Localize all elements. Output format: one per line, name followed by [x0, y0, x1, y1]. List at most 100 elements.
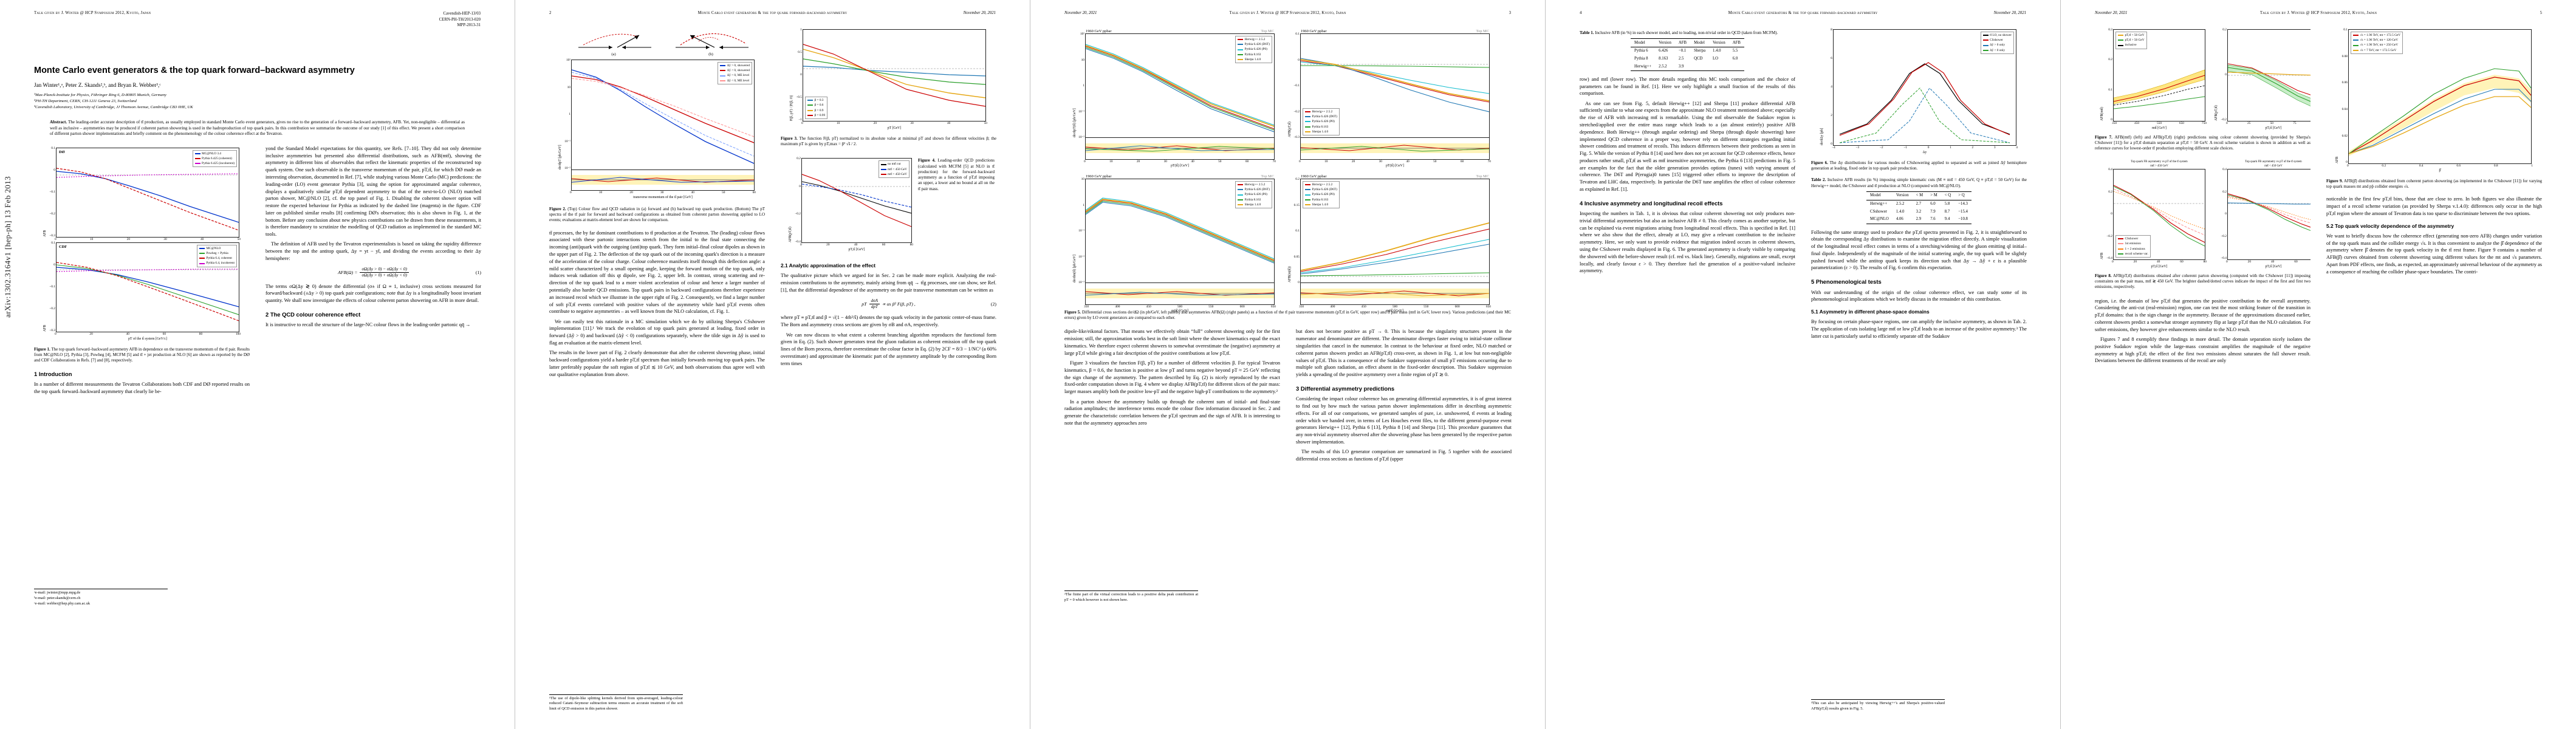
figure-8-plot-1: CSshower 1st emission 1 + 2 emissions recoi… [2100, 168, 2207, 269]
tick: 0.2 [2108, 190, 2112, 194]
tick: 0 [2111, 118, 2112, 122]
tick: −2 [1879, 146, 1883, 149]
x-axis-label: pT [GeV] [887, 126, 902, 130]
legend-label: Δỹ < 0 only [1990, 48, 2006, 52]
tick: 30 [660, 191, 664, 194]
page-5: November 20, 2021 Talk given by J. Winte… [2061, 0, 2576, 729]
header-date: November 20, 2021 [963, 11, 996, 15]
legend-label: Herwig++ 2.5.2 [1312, 109, 1333, 114]
legend-swatch [1238, 53, 1244, 55]
tick: −1 [798, 118, 802, 122]
legend-entry: √s = 1.96 TeV, mt = 172.5 GeV [2353, 33, 2400, 38]
figure-4-caption: Figure 4. Leading-order QCD predictions … [918, 153, 995, 191]
legend-swatch [1238, 49, 1244, 50]
column-header: > M [1930, 193, 1937, 198]
figure-6: tt̄ LO, no shower CSshower Δỹ > 0 only Δỹ <… [1811, 28, 2027, 171]
legend-swatch [807, 104, 813, 106]
x-axis-label: β̂ [2439, 169, 2441, 173]
tick: 20 [89, 332, 93, 336]
caption-text: The Δy distributions for various modes o… [1811, 160, 2027, 171]
legend-label: Pythia 6.4, coherent [206, 256, 232, 261]
figure-5-caption: Figure 5. Differential cross sections dσ… [1064, 310, 1511, 321]
tick: 10⁻¹ [1078, 109, 1084, 114]
x-axis-label: pT of the tt̄ system [GeV/c] [128, 337, 167, 341]
legend-entry: Sherpa 1.4.0 [1305, 202, 1337, 207]
tick: 450 [1361, 305, 1366, 309]
plot-title: 1960 GeV ppbar [1301, 29, 1327, 33]
tick: −0.1 [1293, 84, 1300, 87]
legend-entry: Δỹ < 0, ME level [720, 78, 750, 83]
footnote: ³This can also be anticipated by viewing… [1811, 701, 1945, 711]
legend-swatch [1238, 58, 1244, 60]
legend-label: Pythia 6.426 (D6T) [1244, 188, 1270, 192]
paragraph: Inspecting the numbers in Tab. 1, it is … [1580, 211, 1795, 274]
ratio-chart [1086, 143, 1274, 153]
fraction-denominator: dpT [871, 304, 878, 310]
afb-vs-pt-lowmass-chart [2228, 193, 2311, 231]
tick: 20 [1136, 160, 1140, 163]
tick: 30 [1379, 160, 1382, 163]
tick: 2 [1831, 114, 1832, 118]
tick: 60 [2294, 259, 2298, 264]
caption-label: Figure 1. [34, 346, 50, 352]
tick: 30 [1163, 160, 1167, 163]
afb-vs-pt-domain-chart [2228, 63, 2311, 106]
figure-4-legend: no mtt̄ cut mtt̄ < 450 GeV mtt̄ > 450 GeV [878, 160, 909, 179]
tick: 10 [89, 237, 94, 241]
legend-label: √s = 1.96 TeV, mt = 250 GeV [2360, 43, 2399, 47]
legend-swatch [1982, 44, 1989, 46]
tick: 40 [2156, 259, 2160, 264]
x-ticks: 0 10 20 30 40 50 60 [570, 191, 756, 196]
x-ticks: 0 10 20 30 40 50 [801, 122, 987, 126]
tick: 6 [1831, 56, 1832, 61]
page-number: 5 [2540, 11, 2542, 15]
tick: 350 [1084, 305, 1089, 309]
legend-entry: 1st emission [2118, 241, 2148, 246]
tick: 450 [1146, 305, 1151, 309]
legend-label: inclusive [2125, 43, 2137, 47]
tick: 0.4 [2419, 164, 2424, 168]
tick: 0.2 [2222, 28, 2227, 32]
legend-entry: Δỹ < 0, showered [720, 68, 750, 73]
footnote: ᶜe-mail: webber@hep.phy.cam.ac.uk [34, 601, 91, 606]
legend-label: Sherpa 1.4.0 [1244, 57, 1261, 61]
tick: 0 [800, 73, 802, 77]
tick: 30 [910, 122, 914, 125]
figure-5-plot-d: 1960 GeV ppbar Top MC Herwig++ 2.5.2 Pyth… [1288, 173, 1491, 313]
legend-swatch [199, 262, 205, 264]
column-header: Version [1659, 40, 1671, 45]
tick: 0.05 [1293, 255, 1300, 259]
column-header: AFB [1678, 40, 1687, 45]
figure-4: no mtt̄ cut mtt̄ < 450 GeV mtt̄ > 450 GeV … [781, 153, 996, 256]
paragraph: By focusing on certain phase-space regio… [1811, 319, 2027, 339]
legend-swatch [2353, 35, 2358, 36]
colour-flow-diagram: (a) (b) [578, 33, 748, 56]
legend-label: β = 0.3 [814, 98, 824, 103]
page-4-footnote: ³This can also be anticipated by viewing… [1811, 699, 1945, 712]
table-1-caption: Table 1. Inclusive AFB (in %) in each sh… [1580, 30, 1795, 36]
tick: 0.8 [2493, 164, 2498, 168]
tick: 60 [1245, 160, 1249, 163]
caption-text: Differential cross sections dσ/dΩ (in pb… [1064, 310, 1512, 321]
tick: 0 [2111, 212, 2112, 216]
legend-swatch [199, 253, 205, 255]
legend-label: Sherpa 1.4.0 [1312, 202, 1329, 207]
tick: 40 [1191, 160, 1194, 163]
legend-swatch [2353, 44, 2358, 46]
legend-label: β = 0.6 [814, 103, 824, 108]
paragraph: With our understanding of the origin of … [1811, 289, 2027, 303]
legend-swatch [1238, 194, 1244, 196]
legend-entry: Pythia 6.426 (P0) [1305, 119, 1337, 124]
figure-1-panel-d0: DØ MC@NLO 3.4 Pythia 6.425 (coherent) Pyth… [43, 146, 241, 241]
caption-text: AFB(β̂) distributions obtained from cohe… [2326, 179, 2542, 190]
tick: 0.1 [2343, 28, 2348, 32]
legend-entry: Pythia 6.426 (P0) [1305, 192, 1337, 197]
y-axis-label: AFB(pT,tt̄) [1288, 122, 1292, 137]
figure-3-legend: β = 0.3 β = 0.6 β = 0.9 β = 0.99 [805, 97, 828, 119]
tick: 2 [1971, 146, 1974, 149]
legend-swatch [720, 75, 726, 77]
tick: 50 [2270, 122, 2273, 125]
legend-entry: Δỹ > 0, ME level [720, 73, 750, 78]
